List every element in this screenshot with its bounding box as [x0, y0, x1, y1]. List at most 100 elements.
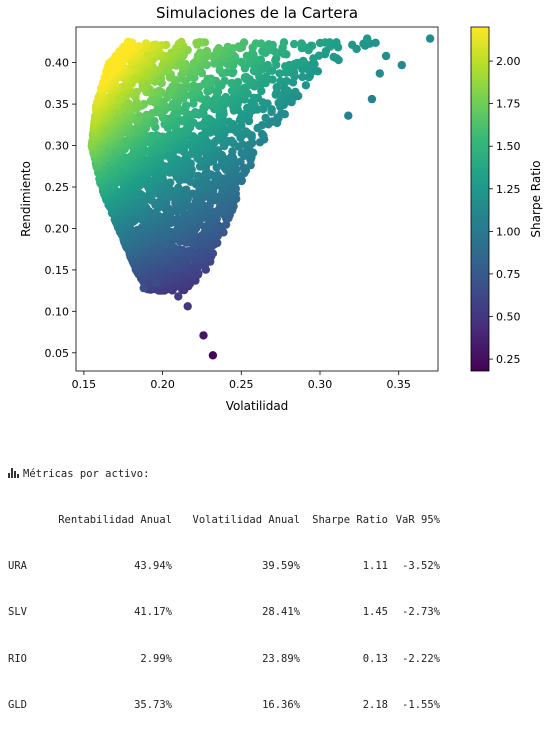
row-return: 2.99% — [140, 652, 172, 665]
x-tick-label: 0.35 — [386, 378, 411, 391]
scatter-point — [297, 39, 306, 48]
colorbar-tick-label: 1.00 — [496, 225, 521, 238]
scatter-point — [280, 83, 289, 92]
scatter-chart: Simulaciones de la Cartera 0.15 0.20 0.25 0… — [19, 4, 543, 413]
x-tick-label: 0.20 — [150, 378, 175, 391]
colorbar-tick-label: 0.25 — [496, 353, 521, 366]
scatter-point — [277, 109, 286, 118]
scatter-point — [167, 48, 176, 57]
scatter-point — [194, 171, 203, 181]
colorbar — [470, 26, 490, 372]
scatter-point — [196, 48, 205, 57]
scatter-point — [188, 189, 198, 198]
scatter-point — [262, 72, 271, 81]
scatter-point — [212, 163, 221, 172]
row-var: -3.52% — [402, 560, 440, 573]
y-axis-label: Rendimiento — [19, 161, 33, 237]
colorbar-ticks: 0.25 0.50 0.75 1.00 1.25 1.50 1.75 2.00 — [489, 55, 521, 366]
scatter-point — [199, 331, 208, 340]
scatter-point — [213, 170, 222, 180]
scatter-point — [275, 69, 284, 78]
scatter-point — [192, 38, 201, 48]
scatter-point — [220, 76, 229, 86]
scatter-point — [242, 51, 252, 61]
scatter-point — [268, 75, 277, 84]
scatter-point — [227, 79, 236, 88]
table-row: URA 43.94% 39.59% 1.11 -3.52% — [8, 559, 440, 574]
x-tick-label: 0.25 — [229, 378, 254, 391]
colorbar-tick-label: 0.75 — [496, 268, 521, 281]
scatter-point — [152, 278, 161, 288]
scatter-point — [237, 149, 246, 158]
scatter-point — [264, 40, 273, 49]
scatter-point — [301, 81, 311, 90]
scatter-point — [329, 52, 338, 62]
y-tick-label: 0.20 — [45, 222, 70, 235]
chart-title: Simulaciones de la Cartera — [156, 4, 358, 22]
y-tick-label: 0.15 — [45, 264, 70, 277]
scatter-point — [115, 47, 124, 56]
scatter-point — [174, 183, 183, 192]
scatter-points — [139, 34, 435, 360]
scatter-point — [344, 111, 353, 120]
scatter-point — [218, 156, 227, 166]
scatter-point — [165, 130, 175, 139]
x-axis-ticks: 0.15 0.20 0.25 0.30 0.35 — [72, 371, 411, 391]
x-tick-label: 0.15 — [72, 378, 97, 391]
row-asset: RIO — [8, 652, 27, 665]
row-volatility: 28.41% — [262, 606, 300, 619]
row-var: -1.55% — [402, 698, 440, 711]
scatter-point — [183, 302, 192, 311]
scatter-point — [272, 83, 281, 92]
row-volatility: 16.36% — [262, 698, 300, 711]
scatter-point — [139, 283, 148, 293]
scatter-point — [180, 154, 190, 164]
scatter-point — [281, 62, 290, 71]
scatter-point — [236, 157, 245, 166]
scatter-point — [276, 77, 285, 86]
scatter-point — [180, 186, 190, 195]
scatter-point — [257, 129, 267, 139]
scatter-point — [218, 188, 227, 197]
scatter-point — [261, 113, 270, 123]
scatter-point — [249, 93, 259, 103]
y-tick-label: 0.05 — [45, 347, 70, 360]
scatter-point — [142, 110, 151, 120]
colorbar-tick-label: 0.50 — [496, 311, 521, 324]
scatter-point — [212, 86, 221, 96]
row-sharpe: 0.13 — [362, 652, 388, 665]
row-sharpe: 1.11 — [362, 560, 388, 573]
scatter-point — [309, 54, 318, 63]
scatter-point — [174, 39, 183, 49]
row-volatility: 23.89% — [262, 652, 300, 665]
scatter-point — [279, 38, 289, 47]
row-volatility: 39.59% — [262, 560, 300, 573]
row-var: -2.73% — [402, 606, 440, 619]
scatter-point — [229, 67, 238, 77]
scatter-point — [228, 147, 237, 156]
metrics-table: Métricas por activo: Rentabilidad Anual … — [8, 436, 440, 729]
x-axis-label: Volatilidad — [226, 399, 289, 413]
scatter-point — [202, 46, 212, 56]
scatter-point — [240, 73, 250, 82]
scatter-point — [257, 86, 266, 96]
scatter-point — [257, 121, 267, 130]
col-header-sharpe: Sharpe Ratio — [312, 514, 388, 527]
scatter-point — [298, 72, 307, 82]
scatter-point — [375, 69, 384, 78]
colorbar-label: Sharpe Ratio — [529, 160, 543, 237]
scatter-point — [141, 39, 151, 48]
row-asset: URA — [8, 560, 27, 573]
y-tick-label: 0.10 — [45, 305, 70, 318]
scatter-point — [251, 39, 261, 48]
scatter-point — [332, 38, 341, 47]
y-tick-label: 0.35 — [45, 98, 70, 111]
scatter-point — [181, 101, 191, 110]
scatter-point — [223, 42, 232, 52]
scatter-point — [208, 351, 218, 360]
scatter-point — [203, 74, 212, 84]
colorbar-tick-label: 2.00 — [496, 55, 521, 68]
table-row: SLV 41.17% 28.41% 1.45 -2.73% — [8, 605, 440, 620]
row-return: 41.17% — [134, 606, 172, 619]
row-sharpe: 2.18 — [362, 698, 388, 711]
